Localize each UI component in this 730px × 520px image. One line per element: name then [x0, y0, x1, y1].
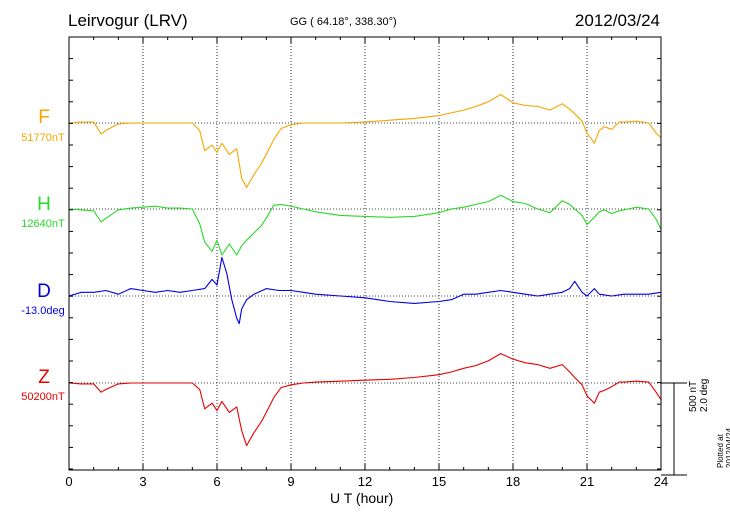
x-tick-label: 24	[654, 474, 668, 489]
baseline-label-h: 12640nT	[21, 218, 65, 230]
trace-d	[68, 256, 662, 325]
plot-frame	[68, 36, 687, 476]
scale-deg-label: 2.0 deg	[699, 378, 710, 412]
station-title: Leirvogur (LRV)	[68, 11, 188, 30]
scale-bar-label: 500 nT 2.0 deg	[688, 379, 710, 412]
component-label-f: F	[38, 107, 50, 128]
component-label-h: H	[37, 194, 51, 215]
x-axis-label: U T (hour)	[330, 490, 394, 506]
scale-nt-label: 500 nT	[688, 380, 699, 412]
series-traces	[68, 93, 662, 447]
x-tick-label: 15	[432, 474, 446, 489]
chart-date: 2012/03/24	[574, 11, 660, 30]
x-tick-label: 9	[287, 474, 294, 489]
x-tick-labels: 0 3 6 9 12 15 18 21 24	[65, 474, 668, 489]
component-label-d: D	[37, 281, 51, 302]
x-tick-label: 0	[65, 474, 72, 489]
grid-lines	[69, 37, 661, 470]
baseline-label-z: 50200nT	[21, 391, 65, 403]
plotted-timestamp: Plotted at 2012/04/24 01:01 UT	[716, 427, 730, 468]
station-coordinates: GG ( 64.18°, 338.30°)	[290, 16, 397, 28]
baseline-label-d: -13.0deg	[21, 305, 65, 317]
baseline-label-f: 51770nT	[21, 132, 65, 144]
x-tick-label: 3	[139, 474, 146, 489]
component-label-z: Z	[38, 367, 50, 388]
x-tick-label: 21	[580, 474, 594, 489]
x-tick-label: 6	[213, 474, 220, 489]
trace-f	[68, 93, 662, 188]
x-tick-label: 12	[358, 474, 372, 489]
trace-z	[68, 353, 662, 447]
x-tick-label: 18	[506, 474, 520, 489]
trace-h	[68, 194, 662, 256]
